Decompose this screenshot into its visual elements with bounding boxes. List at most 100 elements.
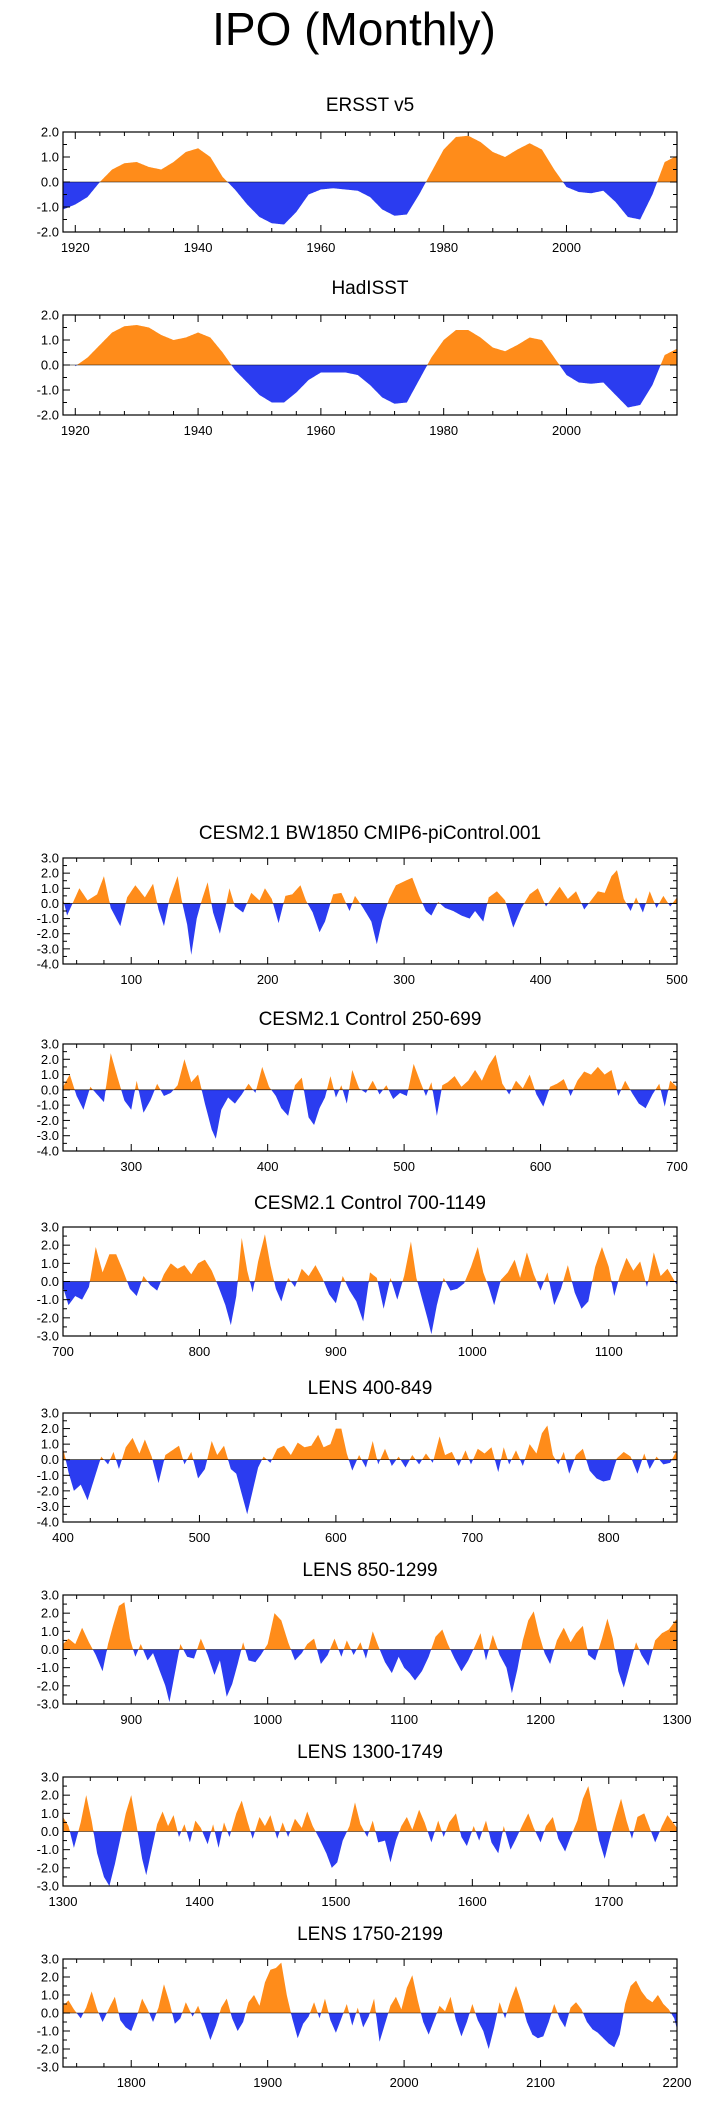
x-tick-label: 1960	[306, 240, 335, 255]
y-tick-label: 2.0	[41, 1238, 59, 1253]
x-tick-label: 1700	[594, 1894, 623, 1909]
chart-panel: LENS 850-1299 3.0 2.0 1.0 0.0 -1.0 -2.0 -3.0 900…	[37, 1560, 692, 1727]
panel-title: CESM2.1 Control 700-1149	[254, 1193, 486, 1214]
y-tick-label: -2.0	[37, 225, 59, 240]
x-tick-label: 1900	[253, 2075, 282, 2090]
y-tick-label: -1.0	[37, 2024, 59, 2039]
x-tick-label: 700	[461, 1530, 483, 1545]
panel-title: CESM2.1 BW1850 CMIP6-piControl.001	[199, 823, 541, 844]
panel-title: LENS 400-849	[308, 1378, 433, 1399]
y-tick-label: -4.0	[37, 1515, 59, 1530]
positive-area	[63, 1786, 677, 1832]
page-title: IPO (Monthly)	[212, 3, 496, 55]
x-tick-label: 700	[52, 1344, 74, 1359]
x-tick-label: 500	[666, 972, 688, 987]
panel-title: LENS 850-1299	[302, 1560, 437, 1581]
y-tick-label: 0.0	[41, 1452, 59, 1467]
positive-area	[63, 1602, 677, 1650]
y-tick-label: 1.0	[41, 333, 59, 348]
y-tick-label: -3.0	[37, 1879, 59, 1894]
x-tick-label: 2000	[552, 423, 581, 438]
y-tick-label: 0.0	[41, 175, 59, 190]
x-tick-label: 2200	[663, 2075, 692, 2090]
y-tick-label: 1.0	[41, 1256, 59, 1271]
y-tick-label: -3.0	[37, 1329, 59, 1344]
y-tick-label: 1.0	[41, 1624, 59, 1639]
positive-area	[63, 135, 677, 182]
y-tick-label: 1.0	[41, 1806, 59, 1821]
y-tick-label: 3.0	[41, 1770, 59, 1785]
x-tick-label: 500	[393, 1159, 415, 1174]
x-tick-label: 1800	[117, 2075, 146, 2090]
x-tick-label: 100	[120, 972, 142, 987]
x-tick-label: 2000	[552, 240, 581, 255]
plot-frame	[62, 1043, 678, 1152]
y-tick-label: 1.0	[41, 881, 59, 896]
x-tick-label: 800	[189, 1344, 211, 1359]
y-tick-label: -1.0	[37, 383, 59, 398]
chart-panel: LENS 400-849 3.02.01.00.0-1.0-2.0-3.0-4.0…	[37, 1378, 678, 1545]
x-tick-label: 1960	[306, 423, 335, 438]
negative-area	[63, 2013, 677, 2049]
y-tick-label: 3.0	[41, 1588, 59, 1603]
x-tick-label: 1940	[184, 240, 213, 255]
x-tick-label: 1300	[49, 1894, 78, 1909]
x-tick-label: 1100	[390, 1712, 418, 1727]
y-tick-label: 0.0	[41, 1274, 59, 1289]
y-tick-label: 1.0	[41, 1437, 59, 1452]
y-tick-label: 2.0	[41, 1788, 59, 1803]
y-tick-label: 3.0	[41, 1037, 59, 1052]
y-tick-label: 2.0	[41, 125, 59, 140]
negative-area	[63, 1089, 677, 1139]
y-tick-label: 0.0	[41, 2006, 59, 2021]
x-tick-label: 1940	[184, 423, 213, 438]
y-tick-label: 3.0	[41, 1406, 59, 1421]
positive-area	[63, 1053, 677, 1090]
chart-panel: CESM2.1 Control 250-6993.02.01.00.0-1.0-…	[37, 1009, 688, 1174]
panel-title: LENS 1300-1749	[297, 1742, 443, 1763]
x-tick-label: 1000	[253, 1712, 282, 1727]
y-tick-label: 3.0	[41, 1952, 59, 1967]
y-tick-label: -1.0	[37, 1468, 59, 1483]
x-tick-label: 1980	[429, 240, 458, 255]
negative-area	[63, 1831, 677, 1886]
x-tick-label: 2100	[526, 2075, 555, 2090]
positive-area	[63, 1234, 677, 1282]
y-tick-label: 0.0	[41, 896, 59, 911]
x-tick-label: 300	[393, 972, 415, 987]
panel-title: HadISST	[331, 278, 408, 299]
x-tick-label: 1920	[61, 423, 90, 438]
x-tick-label: 400	[530, 972, 552, 987]
x-tick-label: 1300	[663, 1712, 692, 1727]
x-tick-label: 600	[325, 1530, 347, 1545]
x-tick-label: 300	[120, 1159, 142, 1174]
panel-title: CESM2.1 Control 250-699	[259, 1009, 482, 1030]
y-tick-label: -1.0	[37, 1292, 59, 1307]
y-tick-label: 2.0	[41, 1052, 59, 1067]
negative-area	[63, 1649, 677, 1703]
negative-area	[63, 182, 677, 225]
positive-area	[63, 1962, 677, 2013]
chart-panel: LENS 1300-1749 3.0 2.0 1.0 0.0 -1.0 -2.0 -3.013…	[37, 1742, 678, 1909]
y-tick-label: -1.0	[37, 911, 59, 926]
positive-area	[63, 1425, 677, 1460]
y-tick-label: -1.0	[37, 1660, 59, 1675]
x-tick-label: 600	[530, 1159, 552, 1174]
x-tick-label: 1980	[429, 423, 458, 438]
y-tick-label: 2.0	[41, 308, 59, 323]
y-tick-label: -2.0	[37, 408, 59, 423]
negative-area	[63, 1459, 677, 1515]
y-tick-label: 2.0	[41, 1421, 59, 1436]
x-tick-label: 200	[257, 972, 279, 987]
x-tick-label: 800	[598, 1530, 620, 1545]
y-tick-label: -2.0	[37, 1113, 59, 1128]
chart-panel: LENS 1750-2199 3.0 2.0 1.0 0.0 -1.0 -2.0 -3.0 18…	[37, 1924, 692, 2090]
x-tick-label: 900	[325, 1344, 347, 1359]
x-tick-label: 500	[189, 1530, 211, 1545]
positive-area	[75, 325, 677, 365]
x-tick-label: 400	[257, 1159, 279, 1174]
negative-area	[63, 903, 677, 955]
y-tick-label: -2.0	[37, 1678, 59, 1693]
